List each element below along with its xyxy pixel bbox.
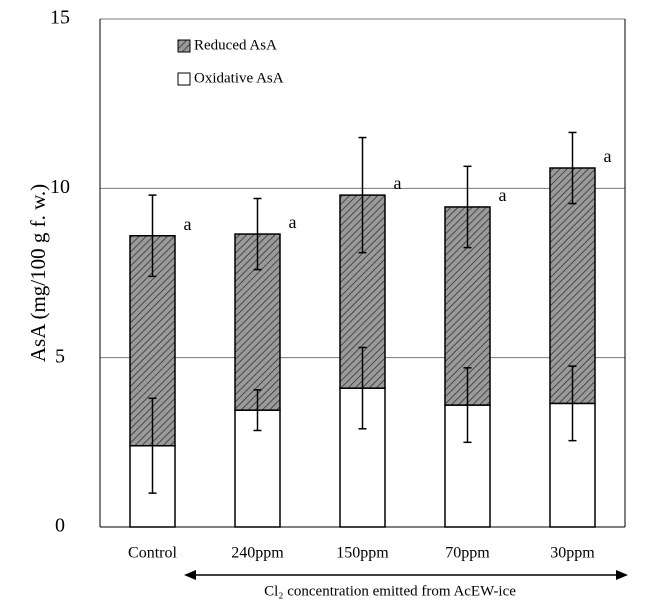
significance-letter: a (499, 185, 507, 205)
y-tick-label: 0 (55, 515, 65, 537)
legend-swatch (177, 72, 191, 86)
y-tick-label: 5 (55, 345, 65, 367)
significance-letter: a (184, 214, 192, 234)
error-bar (568, 131, 577, 205)
bar-segment (339, 387, 386, 528)
x-tick-label: 150ppm (336, 545, 389, 562)
legend-swatch (177, 39, 191, 53)
error-bar (568, 365, 577, 442)
x-axis-label: Cl₂ concentration emitted from AcEW-ice (264, 583, 516, 599)
error-bar (253, 389, 262, 432)
y-tick-label: 15 (50, 7, 70, 29)
significance-letter: a (604, 146, 612, 166)
error-bar (253, 197, 262, 271)
error-bar (463, 165, 472, 249)
bar-segment (444, 404, 491, 528)
y-axis-label: AsA (mg/100 g f. w.) (26, 184, 50, 362)
x-tick-label: 30ppm (550, 545, 595, 562)
x-tick-label: 240ppm (231, 545, 284, 562)
arrow-head (616, 570, 628, 580)
error-bar (148, 397, 157, 494)
error-bar (358, 346, 367, 430)
error-bar (463, 367, 472, 444)
error-bar (358, 136, 367, 254)
y-tick-label: 10 (50, 176, 70, 198)
x-tick-label: Control (128, 545, 177, 562)
significance-letter: a (394, 173, 402, 193)
significance-letter: a (289, 212, 297, 232)
legend-label: Reduced AsA (194, 37, 277, 53)
arrow-head (184, 570, 196, 580)
error-bar (148, 194, 157, 278)
bar-segment (549, 167, 596, 405)
x-tick-label: 70ppm (445, 545, 490, 562)
legend-label: Oxidative AsA (194, 70, 284, 86)
